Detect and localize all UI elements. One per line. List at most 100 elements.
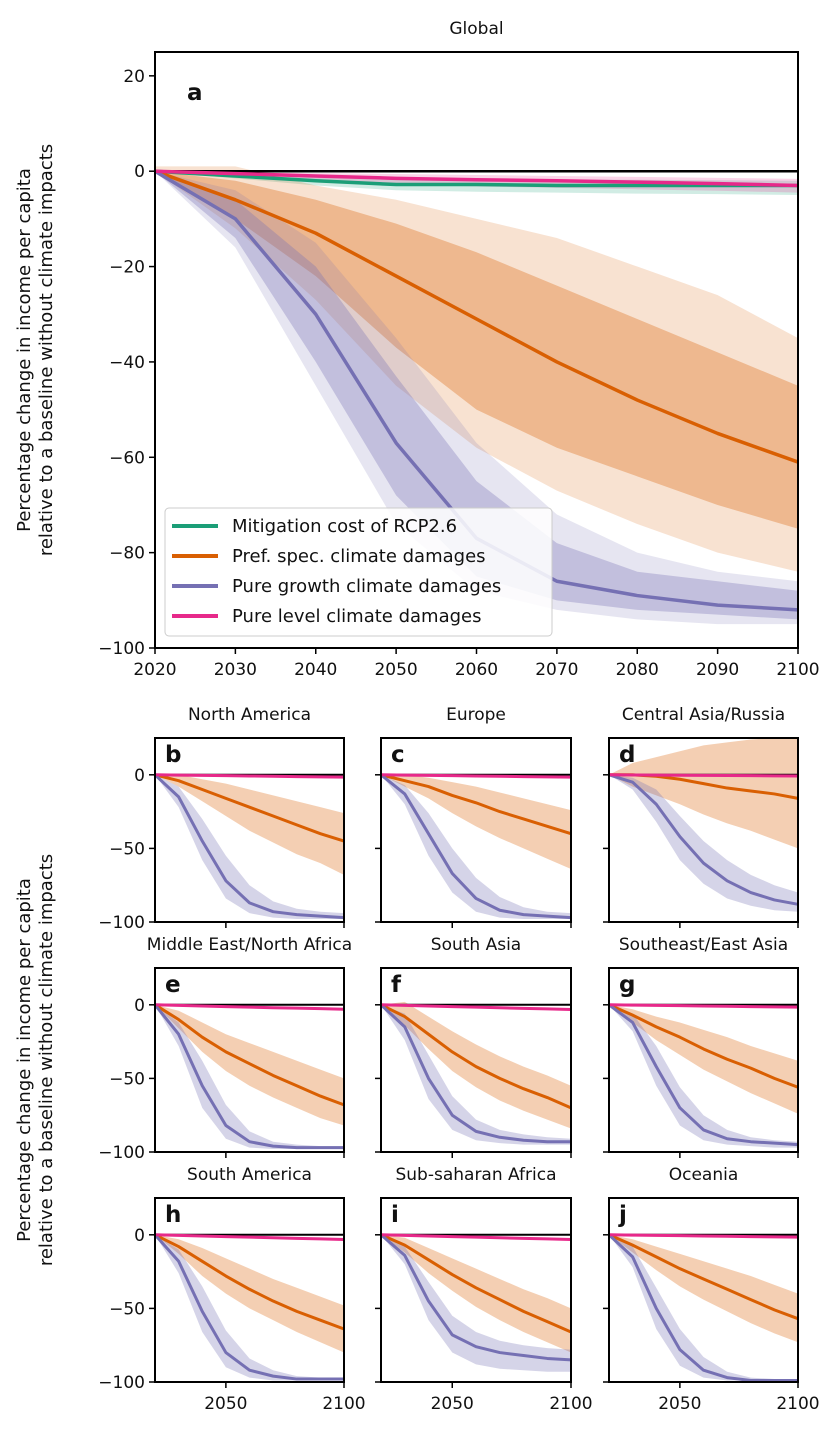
uncertainty-band [609,1234,798,1381]
uncertainty-band [155,1234,344,1353]
panel-label: e [165,972,181,998]
series-line [154,169,798,188]
y-tick-label: −100 [98,913,145,933]
y-axis-label: relative to a baseline without climate i… [36,854,57,1266]
series-line [608,773,799,778]
uncertainty-band [381,774,571,870]
plot-frame [380,737,572,923]
y-axis-label: Percentage change in income per capita [14,878,35,1242]
series-line [154,169,799,464]
uncertainty-band [155,166,798,572]
y-axis-label: Percentage change in income per capita [14,168,35,532]
uncertainty-band [155,1004,344,1150]
uncertainty-band [155,1234,344,1381]
y-tick-label: −80 [109,544,145,564]
series-line [380,1233,572,1334]
series-line [153,773,345,920]
panel-label: d [619,742,635,768]
panel-label: a [187,80,203,106]
legend-label: Pure level climate damages [232,606,482,627]
uncertainty-band [609,738,798,849]
x-tick-label: 2080 [616,660,659,680]
plot-frame [154,1197,345,1383]
x-tick-label: 2100 [549,1394,592,1414]
panel-title: Middle East/North Africa [147,935,352,955]
uncertainty-band [155,171,798,625]
y-tick-label: −100 [98,639,145,659]
x-tick-label: 2100 [322,1394,365,1414]
x-tick-label: 2090 [696,660,739,680]
series-line [379,1003,571,1144]
series-line [153,1233,344,1381]
series-line [380,773,572,779]
y-tick-label: −100 [98,1373,145,1393]
y-tick-label: −20 [109,258,145,278]
panel-label: j [618,1202,627,1228]
panel-title: Central Asia/Russia [622,705,785,725]
panel-title: Europe [446,705,506,725]
uncertainty-band [381,1234,571,1353]
series-line [608,1233,799,1321]
x-tick-label: 2070 [535,660,578,680]
series-line [153,1003,344,1150]
uncertainty-band [609,1234,798,1343]
series-line [154,1233,345,1242]
panel-title: South Asia [431,935,521,955]
plot-frame [380,1197,572,1383]
uncertainty-band [609,1004,798,1114]
y-tick-label: −40 [109,353,145,373]
panel-title: Global [449,19,503,39]
legend-box [164,507,553,637]
y-tick-label: 20 [123,67,145,87]
y-tick-label: −100 [98,1143,145,1163]
legend-label: Pref. spec. climate damages [232,546,486,567]
panel-label: i [391,1202,399,1228]
x-tick-label: 2100 [776,1394,819,1414]
legend-label: Pure growth climate damages [232,576,501,597]
series-line [380,1233,572,1362]
series-line [154,773,345,779]
x-tick-label: 2050 [431,1394,474,1414]
series-line [380,773,572,920]
panel-label: h [165,1202,181,1228]
panel-label: f [391,972,402,998]
plot-frame [608,1197,799,1383]
series-line [154,1233,345,1331]
y-tick-label: −50 [109,1069,145,1089]
plot-frame [380,967,572,1153]
x-tick-label: 2100 [776,660,819,680]
x-tick-label: 2030 [214,660,257,680]
legend-label: Mitigation cost of RCP2.6 [232,516,457,537]
x-tick-label: 2060 [455,660,498,680]
uncertainty-band [155,171,798,529]
x-tick-label: 2020 [133,660,176,680]
series-line [608,1003,799,1089]
x-tick-label: 2050 [204,1394,247,1414]
series-line [608,1003,799,1147]
y-tick-label: 0 [134,996,145,1016]
x-tick-label: 2050 [658,1394,701,1414]
panel-title: North America [188,705,311,725]
plot-frame [154,737,345,923]
uncertainty-band [381,1004,571,1145]
uncertainty-band [609,774,798,912]
series-line [608,1003,799,1009]
uncertainty-band [155,774,344,875]
panel-label: c [391,742,405,768]
plot-frame [608,967,799,1153]
panel-title: Southeast/East Asia [619,935,788,955]
plot-frame [608,737,799,923]
series-line [607,1233,798,1383]
series-line [380,773,572,836]
panel-title: South America [187,1165,312,1185]
series-line [154,773,345,843]
y-axis-label: relative to a baseline without climate i… [36,144,57,556]
y-tick-label: −60 [109,448,145,468]
series-line [608,1233,799,1239]
series-line [154,169,799,188]
panel-label: g [619,972,635,998]
series-line [154,1003,345,1107]
panel-title: Oceania [669,1165,739,1185]
y-tick-label: −50 [109,1299,145,1319]
